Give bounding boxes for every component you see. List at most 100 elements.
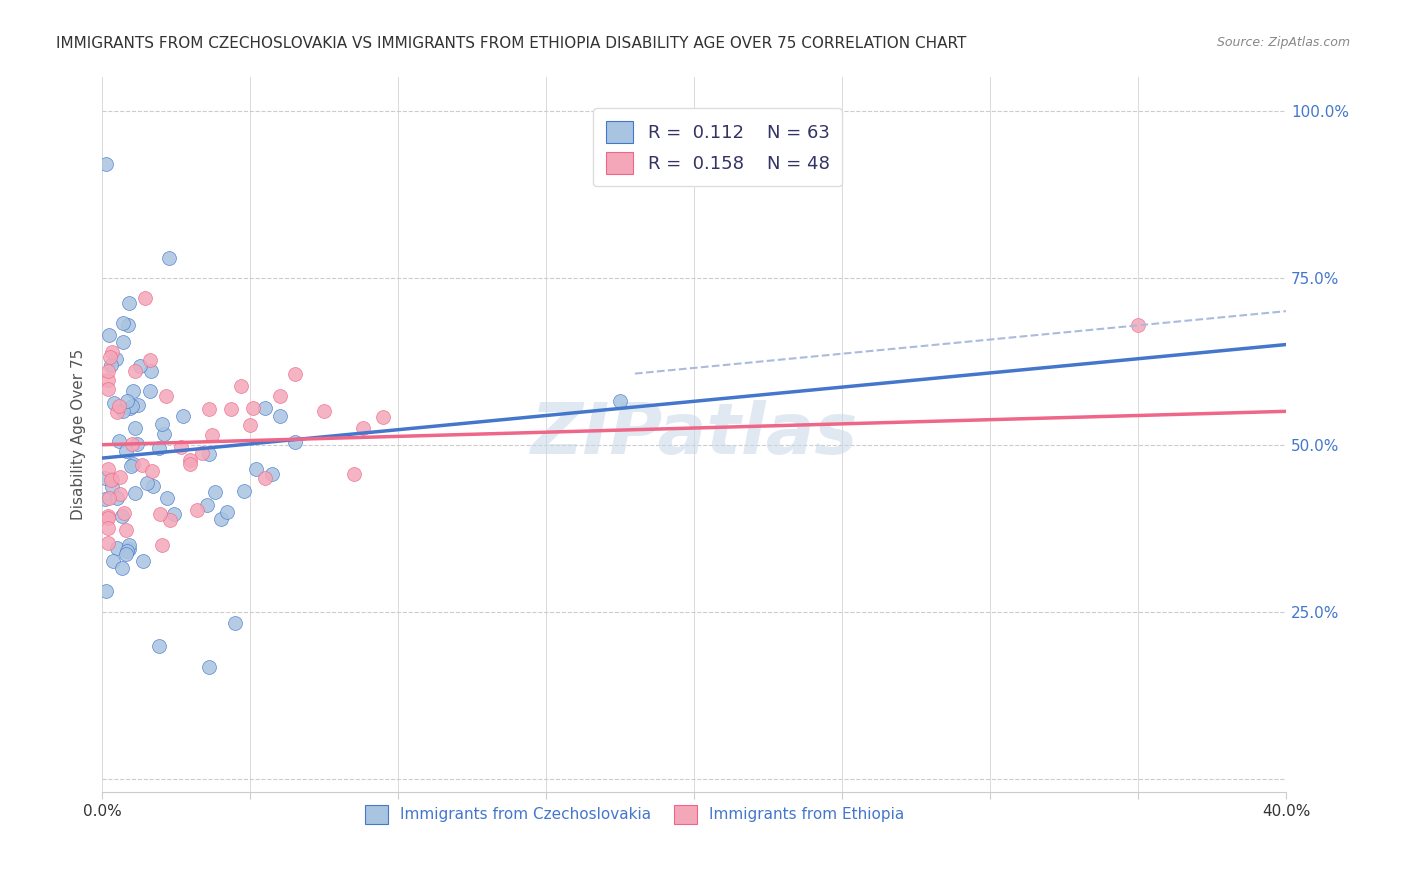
Point xyxy=(97,462,120,476)
Point xyxy=(101,480,124,494)
Point xyxy=(122,384,145,399)
Point xyxy=(343,467,366,482)
Point xyxy=(105,404,128,418)
Point xyxy=(97,364,120,378)
Point xyxy=(115,544,138,558)
Point xyxy=(172,409,194,424)
Legend: Immigrants from Czechoslovakia, Immigrants from Ethiopia: Immigrants from Czechoslovakia, Immigran… xyxy=(354,794,915,834)
Point xyxy=(253,401,276,416)
Point xyxy=(179,457,201,471)
Point xyxy=(115,444,138,458)
Point xyxy=(198,447,221,461)
Point xyxy=(233,483,256,498)
Point xyxy=(127,399,149,413)
Point xyxy=(157,251,180,265)
Point xyxy=(100,473,122,487)
Point xyxy=(103,396,125,410)
Point xyxy=(153,426,176,441)
Point xyxy=(352,421,374,435)
Point xyxy=(139,352,162,367)
Point xyxy=(125,437,148,451)
Point xyxy=(100,358,122,372)
Point xyxy=(186,503,208,517)
Point xyxy=(269,409,291,423)
Point xyxy=(253,471,276,485)
Point xyxy=(108,399,131,413)
Point xyxy=(209,512,232,526)
Point xyxy=(239,418,262,433)
Point xyxy=(117,318,139,332)
Point xyxy=(148,442,170,456)
Point xyxy=(124,486,146,500)
Point xyxy=(150,538,173,552)
Point xyxy=(179,453,201,467)
Point xyxy=(1126,318,1149,332)
Point xyxy=(120,458,142,473)
Point xyxy=(101,472,124,486)
Point xyxy=(111,508,134,523)
Point xyxy=(609,393,631,408)
Point xyxy=(101,344,124,359)
Point xyxy=(260,467,283,482)
Point xyxy=(215,505,238,519)
Point xyxy=(231,379,253,393)
Point xyxy=(195,498,218,512)
Point xyxy=(97,327,120,342)
Point xyxy=(204,484,226,499)
Point xyxy=(105,541,128,555)
Point xyxy=(115,393,138,408)
Point xyxy=(115,523,138,537)
Text: ZIPatlas: ZIPatlas xyxy=(530,401,858,469)
Point xyxy=(108,470,131,484)
Point xyxy=(219,401,242,416)
Point xyxy=(139,384,162,398)
Point xyxy=(112,316,135,330)
Point xyxy=(105,351,128,366)
Point xyxy=(121,399,143,413)
Point xyxy=(170,440,193,454)
Point xyxy=(190,445,212,459)
Point xyxy=(141,464,163,478)
Y-axis label: Disability Age Over 75: Disability Age Over 75 xyxy=(72,349,86,520)
Point xyxy=(156,491,179,505)
Point xyxy=(373,410,395,425)
Point xyxy=(120,401,142,415)
Point xyxy=(97,382,120,396)
Point xyxy=(201,428,224,442)
Point xyxy=(135,475,157,490)
Point xyxy=(97,373,120,387)
Point xyxy=(269,388,291,402)
Point xyxy=(224,615,246,630)
Point xyxy=(112,506,135,520)
Point xyxy=(98,350,121,364)
Text: IMMIGRANTS FROM CZECHOSLOVAKIA VS IMMIGRANTS FROM ETHIOPIA DISABILITY AGE OVER 7: IMMIGRANTS FROM CZECHOSLOVAKIA VS IMMIGR… xyxy=(56,36,966,51)
Text: Source: ZipAtlas.com: Source: ZipAtlas.com xyxy=(1216,36,1350,49)
Point xyxy=(108,487,131,501)
Point xyxy=(108,434,131,448)
Point xyxy=(198,402,221,417)
Point xyxy=(124,363,146,377)
Point xyxy=(124,420,146,434)
Point xyxy=(118,295,141,310)
Point xyxy=(94,584,117,599)
Point xyxy=(97,535,120,549)
Point xyxy=(155,389,177,403)
Point xyxy=(118,541,141,556)
Point xyxy=(132,554,155,568)
Point xyxy=(121,436,143,450)
Point xyxy=(131,458,153,472)
Point xyxy=(110,561,132,575)
Point xyxy=(98,491,121,506)
Point xyxy=(150,417,173,431)
Point xyxy=(129,359,152,374)
Point xyxy=(111,404,134,418)
Point xyxy=(118,538,141,552)
Point xyxy=(149,507,172,521)
Point xyxy=(101,554,124,568)
Point xyxy=(115,547,138,561)
Point xyxy=(245,462,267,476)
Point xyxy=(242,401,264,415)
Point xyxy=(141,364,163,378)
Point xyxy=(94,491,117,506)
Point xyxy=(197,659,219,673)
